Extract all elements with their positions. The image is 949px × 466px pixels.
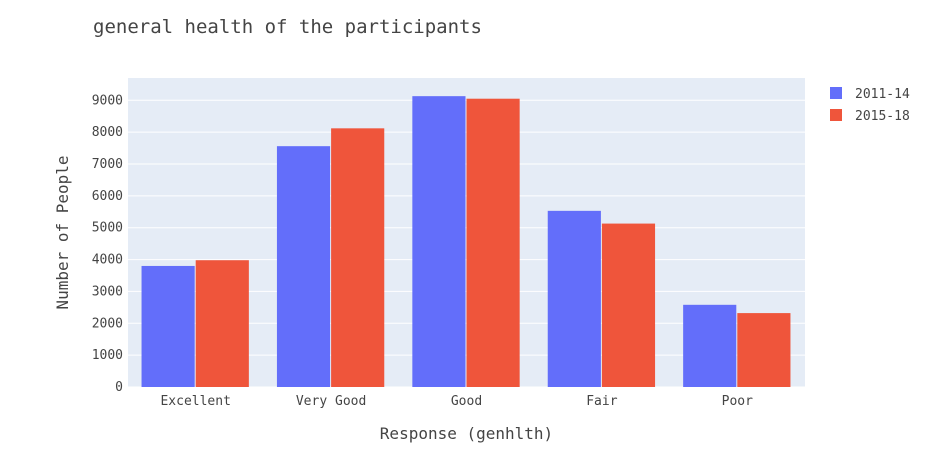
x-tick-label: Very Good [296, 394, 366, 409]
bars [141, 96, 791, 388]
bar-poor-2015-18[interactable] [737, 313, 791, 387]
x-tick-label: Good [451, 394, 482, 409]
bar-excellent-2015-18[interactable] [195, 260, 249, 387]
x-tick-label: Excellent [160, 394, 230, 409]
bar-excellent-2011-14[interactable] [141, 265, 195, 387]
y-tick-label: 8000 [92, 125, 123, 140]
y-axis-title: Number of People [53, 155, 72, 309]
chart-title: general health of the participants [93, 16, 482, 38]
y-tick-label: 0 [115, 380, 123, 395]
bar-good-2011-14[interactable] [412, 96, 466, 388]
y-tick-label: 2000 [92, 316, 123, 331]
y-tick-label: 6000 [92, 189, 123, 204]
y-axis-ticks: 0 1000 2000 3000 4000 5000 6000 7000 8000 9000 [92, 93, 123, 395]
y-tick-label: 3000 [92, 284, 123, 299]
x-axis-ticks: Excellent Very Good Good Fair Poor [160, 394, 753, 409]
legend-label[interactable]: 2015-18 [855, 109, 910, 124]
y-tick-label: 9000 [92, 93, 123, 108]
legend-swatch[interactable] [830, 87, 842, 99]
bar-fair-2015-18[interactable] [601, 223, 656, 387]
x-tick-label: Fair [586, 394, 617, 409]
x-axis-title: Response (genhlth) [380, 424, 553, 443]
bar-poor-2011-14[interactable] [683, 304, 737, 387]
legend-label[interactable]: 2011-14 [855, 87, 910, 102]
bar-fair-2011-14[interactable] [547, 210, 601, 387]
legend[interactable]: 2011-14 2015-18 [830, 87, 910, 124]
bar-very-good-2015-18[interactable] [331, 128, 385, 387]
y-tick-label: 7000 [92, 157, 123, 172]
legend-swatch[interactable] [830, 109, 842, 121]
y-tick-label: 1000 [92, 348, 123, 363]
x-tick-label: Poor [722, 394, 753, 409]
y-tick-label: 4000 [92, 253, 123, 268]
bar-very-good-2011-14[interactable] [276, 146, 331, 387]
bar-good-2015-18[interactable] [466, 98, 520, 388]
y-tick-label: 5000 [92, 221, 123, 236]
